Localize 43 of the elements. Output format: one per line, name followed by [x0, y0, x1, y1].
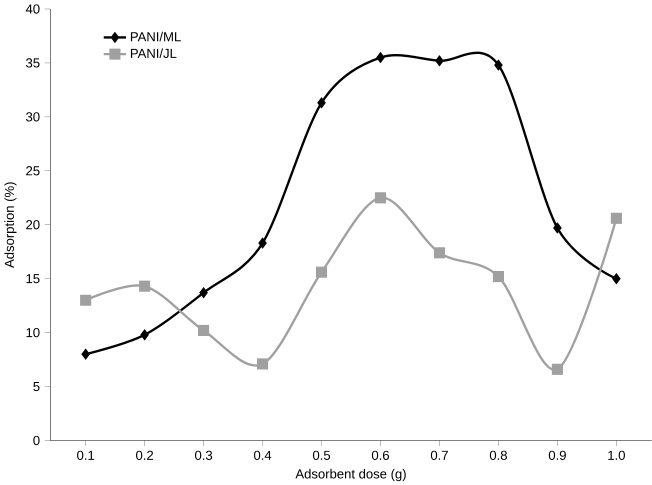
x-tick-label: 0.6 [372, 450, 390, 460]
x-tick-label: 0.9 [548, 450, 566, 460]
x-tick-label: 0.3 [195, 450, 212, 460]
point [435, 54, 444, 66]
y-tick-label: 25 [26, 166, 40, 176]
legend-label: PANI/ML [130, 32, 181, 42]
point [140, 328, 149, 340]
point [553, 222, 562, 234]
y-tick-label: 5 [33, 382, 40, 391]
point [434, 246, 446, 258]
y-tick-label: 20 [26, 220, 40, 230]
point [139, 280, 150, 292]
point [612, 272, 621, 284]
x-tick-label: 0.2 [136, 450, 154, 460]
x-tick-label: 1.0 [608, 450, 625, 460]
point [492, 270, 504, 282]
y-tick-label: 15 [26, 274, 40, 283]
x-tick-label: 0.4 [254, 450, 272, 460]
y-tick-label: 30 [26, 112, 40, 122]
x-tick-label: 0.1 [77, 450, 94, 460]
point [494, 59, 503, 70]
point [610, 212, 622, 224]
point [80, 294, 92, 306]
point [198, 324, 210, 336]
point [81, 348, 90, 360]
point [374, 192, 386, 204]
y-tick-label: 35 [26, 58, 40, 68]
y-tick-label: 0 [33, 436, 40, 445]
point [316, 266, 328, 278]
legend-label: PANI/JL [130, 48, 176, 58]
point [257, 358, 268, 370]
point [199, 286, 208, 298]
y-tick-label: 10 [26, 328, 40, 338]
point [552, 363, 563, 375]
y-tick-label: 40 [26, 4, 40, 14]
point [376, 52, 385, 63]
point [317, 97, 326, 108]
y-axis-title: Adsorption (%) [4, 182, 17, 268]
x-tick-label: 0.8 [490, 450, 507, 460]
x-tick-label: 0.7 [430, 450, 448, 460]
x-axis-title: Adsorbent dose (g) [295, 468, 406, 481]
point [258, 237, 267, 248]
x-tick-label: 0.5 [312, 450, 330, 460]
